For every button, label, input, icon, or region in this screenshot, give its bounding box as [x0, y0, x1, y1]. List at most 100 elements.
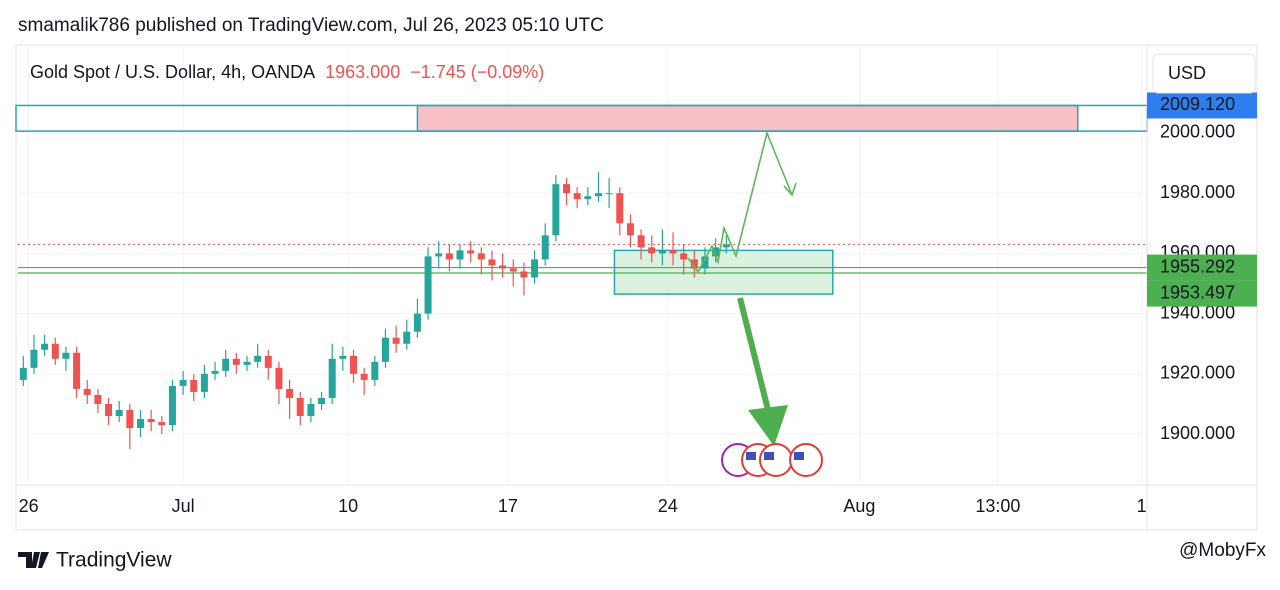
candle-body — [563, 184, 571, 194]
candle-body — [701, 256, 709, 269]
down-arrow-head — [748, 405, 788, 446]
candle-body — [105, 403, 113, 417]
candle-body — [488, 259, 496, 266]
candle-body — [318, 397, 326, 404]
currency-button[interactable] — [1152, 53, 1256, 94]
candle-body — [712, 247, 720, 257]
candle-body — [179, 379, 187, 386]
x-tick-label: 10 — [338, 496, 358, 516]
candle-body — [722, 244, 730, 248]
candle-body — [296, 397, 304, 417]
candle-body — [264, 355, 272, 368]
candle-body — [509, 268, 517, 272]
candle-body — [669, 250, 677, 254]
price-label: 2009.120 — [1160, 94, 1235, 114]
candle-body — [477, 253, 485, 260]
candle-body — [371, 361, 379, 380]
candle-body — [307, 403, 315, 417]
candle-body — [286, 388, 294, 398]
candle-body — [136, 419, 144, 429]
watermark: @MobyFx — [1179, 540, 1266, 561]
candle-body — [232, 358, 240, 365]
candle-body — [222, 358, 230, 371]
candle-body — [168, 385, 176, 426]
price-label: 1953.497 — [1160, 282, 1235, 302]
zone — [613, 249, 834, 295]
candle-body — [648, 247, 656, 254]
currency[interactable]: USD — [1168, 63, 1206, 83]
candle-body — [115, 410, 123, 417]
flag-part — [746, 452, 756, 460]
candle-body — [445, 253, 453, 260]
y-tick-label: 2000.000 — [1160, 122, 1235, 142]
candle-body — [690, 259, 698, 269]
price-label: 1955.292 — [1160, 256, 1235, 276]
x-tick-label: 1 — [1137, 496, 1147, 516]
candle-body — [680, 253, 688, 260]
down-arrow — [737, 297, 788, 446]
candle-body — [211, 370, 219, 374]
candle-body — [147, 419, 155, 423]
candle-body — [19, 367, 27, 380]
candle-body — [605, 193, 613, 195]
y-tick-label: 1980.000 — [1160, 182, 1235, 202]
candle-body — [403, 331, 411, 344]
candle-body — [616, 193, 624, 224]
candle-body — [541, 235, 549, 260]
candle-body — [573, 193, 581, 200]
legend: Gold Spot / U.S. Dollar, 4h, OANDA 1963.0… — [30, 62, 544, 82]
flag-part — [794, 452, 804, 460]
candle-body — [158, 422, 166, 426]
candle-body — [413, 313, 421, 332]
candle-body — [339, 355, 347, 359]
candle-body — [381, 337, 389, 362]
axes: 1900.0001920.0001940.0001960.0001980.000… — [16, 45, 1257, 530]
candle-body — [83, 388, 91, 395]
candle-body — [584, 196, 592, 200]
candle-body — [94, 394, 102, 404]
candle-body — [350, 355, 358, 374]
candle-body — [456, 250, 464, 260]
candle-body — [328, 358, 336, 398]
brand: TradingView — [18, 549, 172, 572]
zones — [416, 104, 1079, 295]
candle-body — [190, 379, 198, 392]
candle-body — [424, 256, 432, 314]
candle-body — [435, 253, 443, 257]
candle-body — [275, 367, 283, 389]
candle-body — [520, 271, 528, 278]
candle-body — [467, 250, 475, 254]
candle-body — [254, 355, 262, 362]
candle-body — [626, 223, 634, 236]
candle-body — [126, 410, 134, 429]
y-tick-label: 1920.000 — [1160, 363, 1235, 383]
x-tick-label: 24 — [658, 496, 678, 516]
candle-body — [594, 193, 602, 197]
x-tick-label: 17 — [498, 496, 518, 516]
brand-logo — [18, 552, 49, 568]
symbol-title: Gold Spot / U.S. Dollar, 4h, OANDA — [30, 62, 315, 82]
flag-part — [764, 452, 774, 460]
zone — [416, 104, 1079, 132]
candle-body — [499, 265, 507, 269]
price-change: −1.745 (−0.09%) — [410, 62, 544, 82]
candle-body — [243, 361, 251, 365]
price-label-box — [1147, 254, 1257, 281]
projection — [687, 130, 797, 274]
header: smamalik786 published on TradingView.com… — [18, 15, 604, 36]
candle-body — [200, 373, 208, 392]
price-label-box — [1147, 92, 1257, 119]
candle-body — [41, 343, 49, 350]
down-arrow-shaft — [737, 297, 773, 419]
candle-body — [360, 373, 368, 380]
candle-body — [62, 352, 70, 359]
x-tick-label: 26 — [19, 496, 39, 516]
projection-path — [687, 130, 793, 274]
candle-body — [552, 184, 560, 236]
x-tick-label: 13:00 — [975, 496, 1020, 516]
price-label-box — [1147, 280, 1257, 307]
event-icons — [721, 443, 823, 477]
candle-body — [392, 337, 400, 344]
candle-body — [73, 352, 81, 389]
